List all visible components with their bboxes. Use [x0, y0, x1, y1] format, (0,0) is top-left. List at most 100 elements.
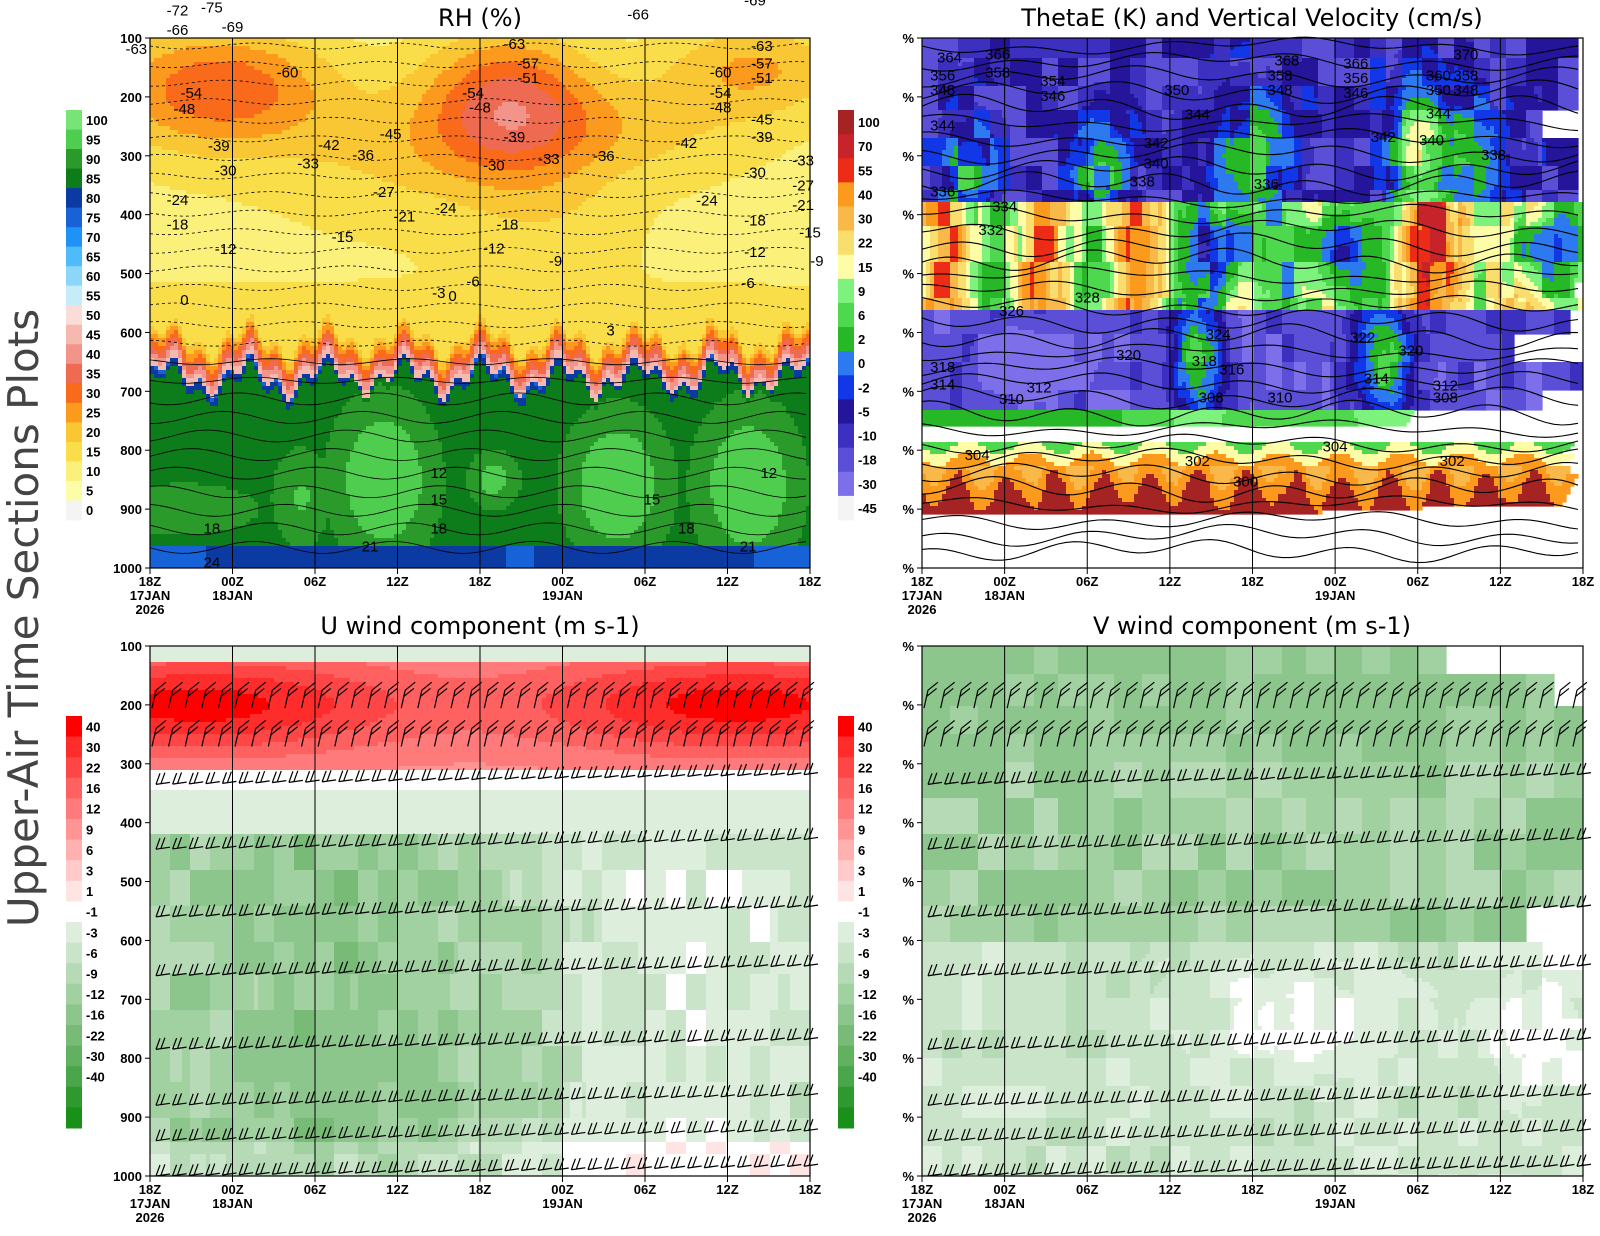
field-cell [206, 374, 211, 379]
field-cell [518, 126, 559, 131]
field-cell [1306, 182, 1335, 187]
field-cell [954, 150, 959, 155]
field-cell [498, 346, 511, 351]
field-cell [418, 190, 599, 195]
field-cell [670, 442, 695, 447]
field-cell [1146, 114, 1163, 119]
field-cell [638, 354, 643, 359]
field-cell [1418, 222, 1447, 227]
colorbar-label: 5 [86, 484, 93, 499]
field-cell [1370, 42, 1387, 47]
field-cell [322, 326, 335, 331]
field-cell [506, 506, 559, 511]
field-cell [538, 346, 543, 351]
field-cell [1454, 226, 1459, 231]
field-cell [1302, 94, 1315, 99]
field-cell [942, 178, 951, 183]
field-cell [1542, 186, 1559, 191]
field-cell [806, 446, 810, 451]
field-cell [294, 386, 299, 391]
field-cell [394, 354, 399, 359]
field-cell [426, 346, 431, 351]
field-cell [1338, 202, 1351, 207]
field-cell [254, 334, 259, 339]
field-cell [626, 370, 631, 375]
field-cell [1438, 130, 1443, 135]
field-cell [662, 342, 683, 347]
field-cell [706, 370, 719, 375]
field-cell [1078, 182, 1091, 187]
field-cell [150, 158, 303, 163]
field-cell [426, 90, 451, 95]
field-cell [354, 442, 415, 447]
field-cell [1506, 114, 1527, 119]
field-cell [466, 74, 555, 79]
field-cell [1398, 178, 1403, 183]
field-cell [1310, 218, 1319, 223]
field-cell [1198, 82, 1223, 87]
field-cell [594, 442, 643, 447]
field-cell [338, 414, 431, 419]
field-cell [562, 330, 567, 335]
field-cell [554, 322, 563, 327]
field-cell [150, 314, 251, 319]
field-cell [654, 474, 679, 479]
field-cell [1446, 66, 1455, 71]
field-cell [326, 526, 331, 531]
field-cell [682, 382, 687, 387]
field-cell [474, 138, 551, 143]
field-cell [1558, 182, 1579, 187]
field-cell [794, 374, 803, 379]
field-cell [618, 74, 663, 79]
field-cell [166, 338, 171, 343]
field-cell [206, 554, 507, 559]
field-cell [338, 234, 647, 239]
field-cell [1302, 98, 1319, 103]
field-cell [1090, 194, 1095, 199]
field-cell [950, 202, 963, 207]
field-cell [1402, 226, 1407, 231]
x-tick-label: 12Z [386, 574, 408, 589]
field-cell [446, 494, 471, 499]
field-cell [1490, 90, 1507, 95]
field-cell [966, 218, 975, 223]
field-cell [566, 434, 607, 439]
field-cell [1374, 178, 1387, 183]
field-cell [1282, 190, 1287, 195]
field-cell [938, 234, 951, 239]
field-cell [678, 386, 683, 391]
field-cell [1302, 42, 1335, 47]
field-cell [1402, 150, 1407, 155]
field-cell [1546, 202, 1555, 207]
field-cell [482, 482, 507, 487]
field-cell [754, 358, 767, 363]
field-cell [950, 162, 959, 167]
contour-line [149, 339, 807, 347]
field-cell [410, 354, 415, 359]
field-cell [478, 326, 487, 331]
field-cell [1238, 186, 1251, 191]
field-cell [782, 350, 791, 355]
field-cell [1170, 202, 1175, 207]
field-cell [1282, 194, 1287, 199]
field-cell [1202, 90, 1215, 95]
field-cell [938, 98, 951, 103]
field-cell [454, 374, 471, 379]
field-cell [1146, 62, 1199, 67]
field-cell [402, 530, 435, 535]
field-cell [1130, 174, 1139, 179]
field-cell [1558, 62, 1579, 67]
field-cell [150, 210, 271, 215]
field-cell [1454, 154, 1459, 159]
field-cell [1026, 130, 1079, 135]
field-cell [1130, 86, 1147, 91]
field-cell [434, 338, 471, 343]
field-cell [302, 354, 311, 359]
field-cell [1110, 78, 1131, 83]
field-cell [238, 346, 243, 351]
field-cell [1010, 38, 1111, 43]
field-cell [610, 370, 615, 375]
field-cell [230, 342, 243, 347]
field-cell [1354, 182, 1375, 187]
field-cell [1226, 138, 1231, 143]
